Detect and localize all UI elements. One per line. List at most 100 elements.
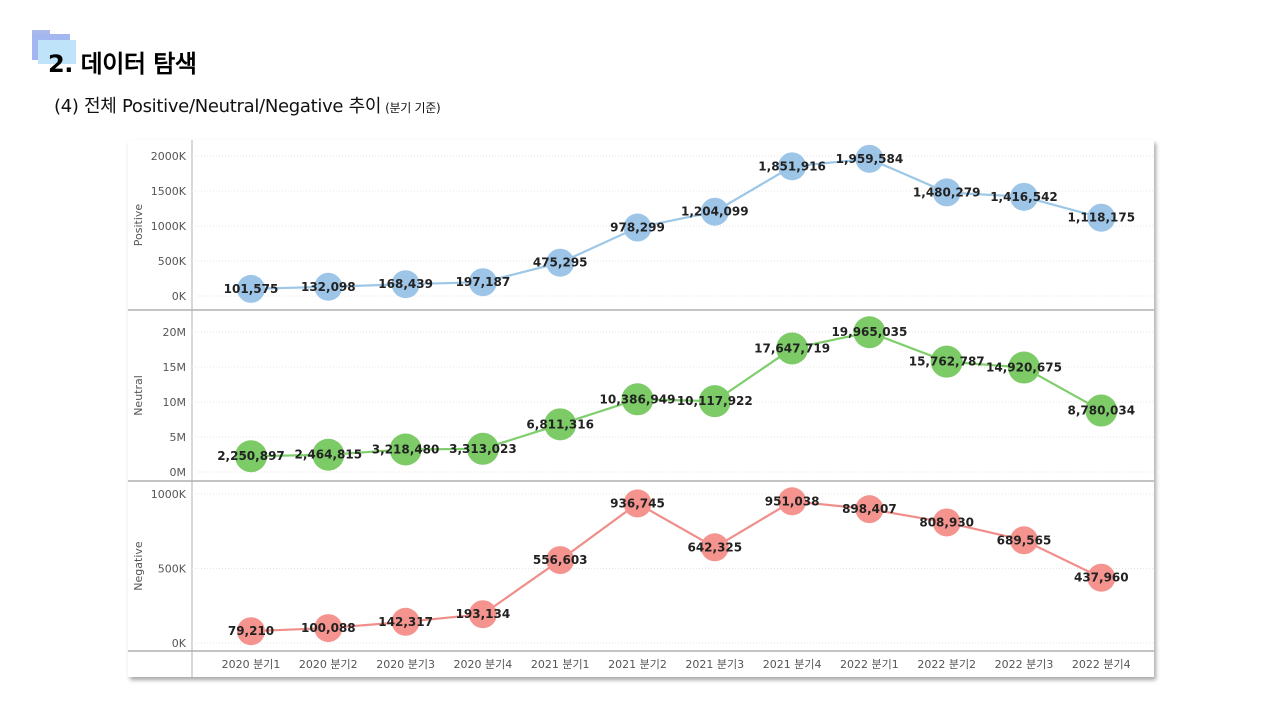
x-tick-label: 2020 분기4 (454, 658, 513, 671)
negative-data-point (546, 546, 575, 575)
negative-data-point (314, 614, 343, 643)
positive-data-label: 1,480,279 (913, 185, 981, 199)
positive-data-label: 1,959,584 (836, 152, 904, 166)
neutral-data-point (930, 345, 963, 378)
negative-ytick-label: 1000K (151, 488, 187, 501)
positive-ytick-label: 500K (158, 255, 187, 268)
x-tick-label: 2020 분기2 (299, 658, 358, 671)
positive-data-label: 1,204,099 (681, 205, 749, 219)
positive-ytick-label: 1500K (151, 185, 187, 198)
x-tick-label: 2022 분기4 (1072, 658, 1131, 671)
positive-data-point (237, 274, 265, 303)
x-tick-label: 2021 분기2 (608, 658, 667, 671)
x-tick-label: 2020 분기3 (376, 658, 435, 671)
positive-data-label: 978,299 (610, 221, 665, 235)
x-tick-label: 2021 분기1 (531, 658, 590, 671)
neutral-data-point (1085, 394, 1118, 427)
positive-data-label: 168,439 (378, 277, 433, 291)
neutral-data-label: 10,386,949 (600, 392, 676, 406)
neutral-data-label: 3,218,480 (372, 442, 440, 456)
positive-data-label: 475,295 (533, 256, 588, 270)
positive-ytick-label: 1000K (151, 220, 187, 233)
negative-data-point (855, 495, 884, 524)
negative-data-label: 437,960 (1074, 571, 1129, 585)
positive-data-point (1087, 203, 1116, 232)
negative-data-point (778, 487, 807, 516)
positive-data-label: 1,118,175 (1068, 211, 1136, 225)
subtitle-small: (분기 기준) (385, 101, 441, 115)
negative-data-label: 556,603 (533, 553, 588, 567)
neutral-data-point (776, 332, 809, 365)
positive-data-label: 101,575 (224, 282, 279, 296)
folder-icon (32, 30, 76, 64)
negative-data-label: 936,745 (610, 496, 665, 510)
negative-data-label: 689,565 (997, 533, 1052, 547)
negative-data-label: 951,038 (765, 494, 820, 508)
negative-data-point (391, 607, 420, 636)
neutral-data-point (466, 432, 499, 465)
chart-frame: 0K 500K 1000K 1500K 2000K Positive 101,575 132,… (128, 140, 1154, 677)
neutral-data-label: 10,117,922 (677, 394, 753, 408)
negative-data-point (1087, 563, 1116, 592)
positive-data-point (546, 248, 575, 277)
positive-data-label: 1,416,542 (990, 190, 1058, 204)
negative-data-point (1010, 526, 1038, 555)
negative-data-label: 193,134 (456, 607, 511, 621)
neutral-data-label: 3,313,023 (449, 442, 517, 456)
neutral-ytick-label: 15M (163, 361, 187, 374)
positive-axis-label: Positive (132, 204, 145, 247)
neutral-data-label: 17,647,719 (754, 341, 830, 355)
negative-data-point (623, 489, 652, 518)
neutral-data-label: 19,965,035 (831, 325, 907, 339)
negative-data-label: 898,407 (842, 502, 897, 516)
positive-data-point (700, 197, 729, 226)
neutral-data-point (312, 438, 345, 471)
positive-data-point (932, 178, 961, 207)
neutral-data-label: 8,780,034 (1068, 404, 1136, 418)
negative-data-point (237, 617, 265, 646)
neutral-data-label: 15,762,787 (909, 355, 985, 369)
negative-data-label: 142,317 (378, 615, 433, 629)
neutral-data-label: 2,464,815 (295, 448, 363, 462)
neutral-ytick-label: 0M (170, 466, 187, 479)
neutral-data-point (389, 433, 422, 466)
x-tick-label: 2020 분기1 (222, 658, 281, 671)
neutral-data-point (1008, 351, 1040, 384)
positive-data-point (391, 270, 420, 299)
negative-data-label: 79,210 (228, 624, 274, 638)
positive-data-point (1010, 182, 1038, 211)
negative-data-point (700, 533, 729, 562)
neutral-ytick-label: 20M (163, 326, 187, 339)
x-tick-label: 2021 분기4 (763, 658, 822, 671)
positive-series-line (250, 157, 1102, 290)
negative-data-point (932, 508, 961, 537)
positive-ytick-label: 2000K (151, 150, 187, 163)
neutral-data-point (544, 408, 577, 441)
page-title: 2. 데이터 탐색 (48, 50, 197, 78)
neutral-ytick-label: 5M (170, 431, 187, 444)
negative-axis-label: Negative (132, 541, 145, 591)
page-subtitle: (4) 전체 Positive/Neutral/Negative 추이 (분기 기… (54, 92, 441, 118)
neutral-ytick-label: 10M (163, 396, 187, 409)
neutral-data-label: 6,811,316 (526, 417, 594, 431)
negative-ytick-label: 500K (158, 563, 187, 576)
positive-data-point (855, 144, 884, 173)
positive-data-label: 197,187 (456, 275, 511, 289)
negative-data-point (468, 600, 497, 629)
positive-data-label: 132,098 (301, 280, 356, 294)
positive-data-point (468, 268, 497, 297)
x-tick-label: 2021 분기3 (685, 658, 744, 671)
negative-data-label: 100,088 (301, 621, 356, 635)
positive-data-label: 1,851,916 (758, 159, 826, 173)
neutral-axis-label: Neutral (132, 375, 145, 416)
neutral-data-point (698, 385, 731, 418)
neutral-data-point (853, 316, 886, 349)
positive-data-point (778, 152, 807, 181)
x-tick-label: 2022 분기2 (917, 658, 976, 671)
neutral-data-point (621, 383, 654, 416)
neutral-data-point (235, 440, 267, 473)
x-tick-label: 2022 분기1 (840, 658, 899, 671)
trend-chart: 0K 500K 1000K 1500K 2000K Positive 101,575 132,… (128, 140, 1154, 677)
positive-ytick-label: 0K (172, 290, 187, 303)
positive-data-point (623, 213, 652, 242)
